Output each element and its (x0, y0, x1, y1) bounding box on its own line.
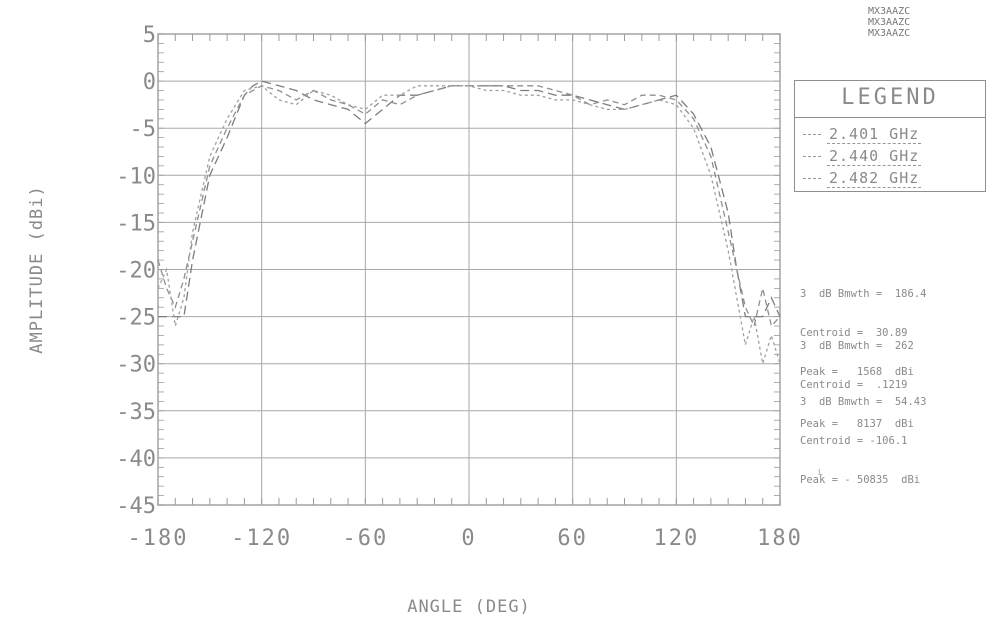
y-tick-label: -25 (116, 306, 156, 331)
y-tick-label: -40 (116, 447, 156, 472)
chart-grid (157, 33, 781, 506)
stats-peak: Peak = - 50835 dBi (800, 474, 921, 486)
header-code: MX3AAZC (868, 17, 911, 28)
stats-bandwidth: 3 dB Bmwth = 186.4 (800, 288, 927, 300)
x-tick-label: 60 (557, 526, 588, 551)
y-tick-label: -20 (116, 259, 156, 284)
stats-peak: Peak = 8137 dBi (800, 418, 914, 430)
chart-axis-labels: -180 -120 -60 0 60 120 180 5 0 -5 -10 -15 -20 -25 -30 -… (27, 23, 803, 617)
header-code: MX3AAZC (868, 28, 911, 39)
header-code: MX3AAZC (868, 6, 911, 17)
y-tick-label: 0 (143, 70, 156, 95)
y-tick-label: -15 (116, 211, 156, 236)
stats-centroid: Centroid = .1219 (800, 379, 908, 391)
legend: LEGEND 2.401 GHz 2.440 GHz 2.482 GHz (794, 80, 986, 192)
y-tick-label: -10 (116, 164, 156, 189)
legend-swatch (803, 178, 821, 179)
legend-label: 2.401 GHz (827, 125, 922, 144)
x-tick-label: -120 (231, 526, 292, 551)
x-tick-label: 120 (653, 526, 699, 551)
footnote-mark: L (818, 468, 823, 477)
x-tick-label: -180 (128, 526, 189, 551)
chart-series (157, 80, 781, 364)
stats-centroid: Centroid = 30.89 (800, 327, 908, 339)
legend-swatch (803, 156, 821, 157)
y-tick-label: -35 (116, 400, 156, 425)
stats-bandwidth: 3 dB Bmwth = 54.43 (800, 396, 927, 408)
x-tick-label: 180 (757, 526, 803, 551)
legend-title: LEGEND (795, 81, 985, 118)
legend-swatch (803, 134, 821, 135)
legend-label: 2.482 GHz (827, 169, 922, 188)
stats-block: 3 dB Bmwth = 54.43 Centroid = -106.1 Pea… (800, 370, 926, 500)
x-tick-label: -60 (342, 526, 388, 551)
header-codes: MX3AAZC MX3AAZC MX3AAZC (868, 6, 910, 39)
y-tick-label: 5 (143, 23, 156, 48)
stats-peak: Peak = 1568 dBi (800, 366, 914, 378)
y-tick-label: -45 (116, 494, 156, 519)
stats-bandwidth: 3 dB Bmwth = 262 (800, 340, 914, 352)
stats-block: 3 dB Bmwth = 262 Centroid = .1219 Peak =… (800, 314, 914, 444)
legend-entry: 2.482 GHz (803, 169, 979, 193)
x-axis-title: ANGLE (DEG) (407, 597, 531, 617)
x-tick-label: 0 (461, 526, 476, 551)
stats-block: 3 dB Bmwth = 186.4 Centroid = 30.89 Peak… (800, 262, 926, 392)
series-line-3 (157, 85, 781, 364)
legend-label: 2.440 GHz (827, 147, 922, 166)
legend-entry: 2.440 GHz (803, 147, 979, 171)
legend-entry: 2.401 GHz (803, 125, 979, 149)
y-tick-label: -5 (130, 117, 157, 142)
stats-centroid: Centroid = -106.1 (800, 435, 908, 447)
y-tick-label: -30 (116, 353, 156, 378)
y-axis-title: AMPLITUDE (dBi) (27, 185, 47, 354)
